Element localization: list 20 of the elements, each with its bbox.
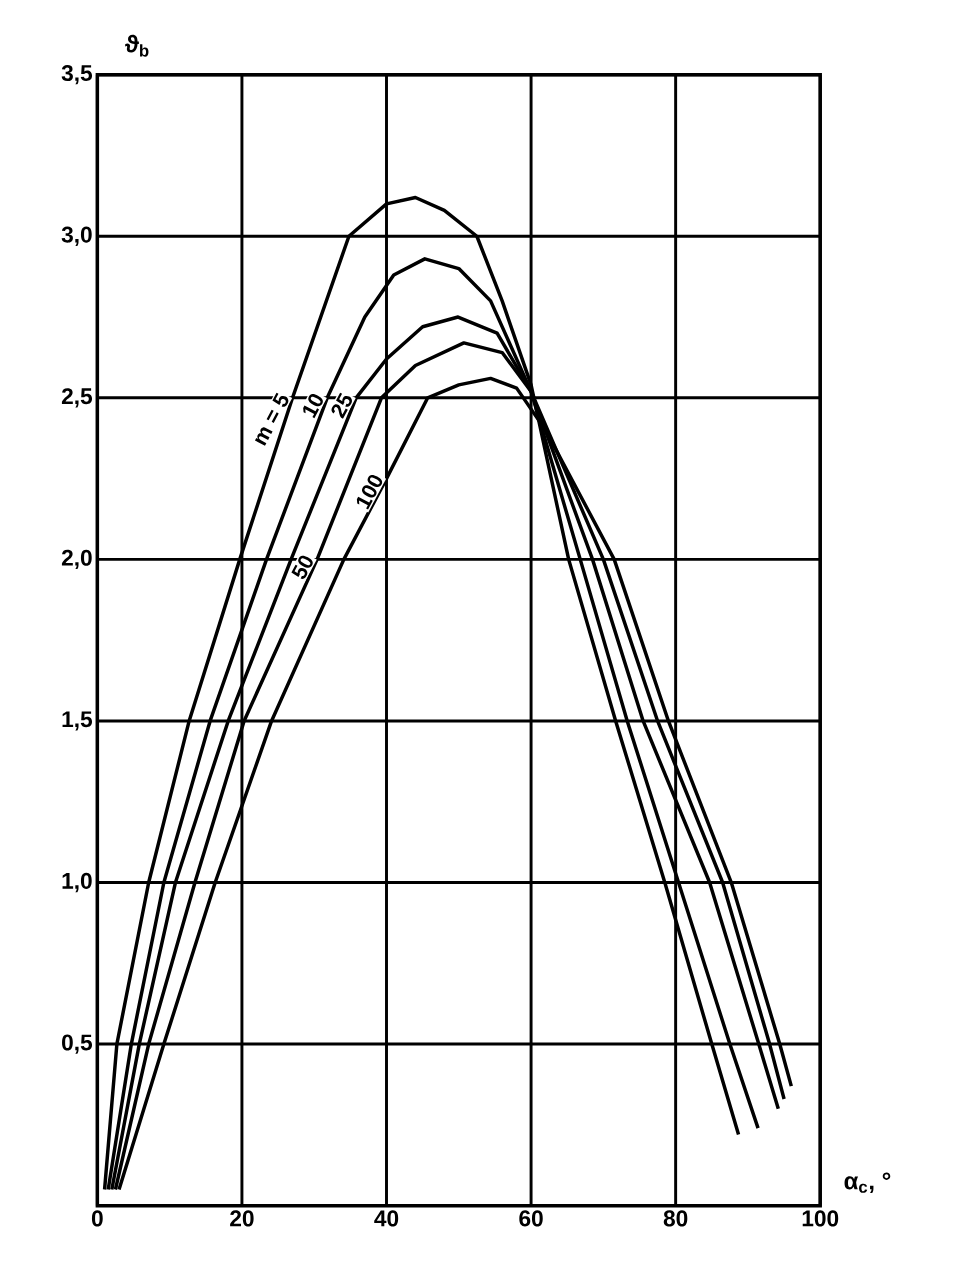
x-tick-label: 80 bbox=[663, 1210, 688, 1227]
x-tick-label: 0 bbox=[91, 1210, 103, 1227]
text: 25 bbox=[331, 392, 352, 419]
y-tick-label: 1,0 bbox=[62, 872, 92, 893]
y-tick-label: 0,5 bbox=[62, 1034, 93, 1054]
y-axis-title: ϑ$_{b}$ bbox=[125, 34, 149, 57]
text: 50 bbox=[291, 555, 313, 579]
y-tick-label: 2,5 bbox=[61, 388, 93, 408]
x-axis-title: α$_{c}$, ° bbox=[844, 1172, 891, 1193]
y-tick-label: 3,5 bbox=[61, 65, 93, 85]
text: m = 5 bbox=[255, 392, 289, 446]
x-tick-label: 100 bbox=[802, 1210, 839, 1227]
x-tick-label: 40 bbox=[374, 1210, 399, 1227]
x-tick-label: 60 bbox=[519, 1210, 543, 1227]
y-tick-label: 2,0 bbox=[61, 549, 92, 570]
y-tick-label: 1,5 bbox=[62, 711, 93, 731]
text: 100 bbox=[356, 474, 383, 510]
y-tick-label: 3,0 bbox=[61, 226, 92, 246]
text: 10 bbox=[303, 394, 323, 419]
x-tick-label: 20 bbox=[230, 1210, 254, 1227]
